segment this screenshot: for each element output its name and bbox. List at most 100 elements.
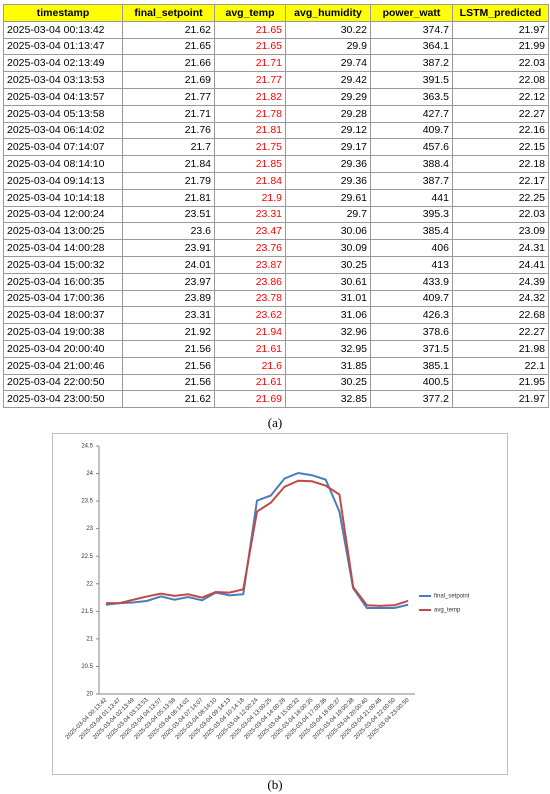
table-cell: 21.65: [214, 20, 286, 39]
table-cell: 24.01: [122, 255, 215, 274]
y-tick-label: 20.5: [81, 664, 93, 670]
table-row: 2025-03-04 17:00:36 23.89 23.78 31.01 409.7 2…: [3, 289, 549, 308]
table-cell: 22.15: [452, 138, 549, 157]
y-tick-label: 21.5: [81, 609, 93, 615]
table-row: 2025-03-04 06:14:02 21.76 21.81 29.12 409.7 2…: [3, 121, 549, 140]
table-row: 2025-03-04 15:00:32 24.01 23.87 30.25 413 24.…: [3, 255, 549, 274]
table-cell: 29.42: [285, 71, 371, 89]
table-cell: 21.98: [452, 339, 549, 358]
table-cell: 363.5: [370, 87, 453, 106]
chart: 2020.52121.52222.52323.52424.52025-03-04…: [52, 433, 508, 775]
table-cell: 2025-03-04 03:13:53: [3, 71, 123, 89]
y-tick-label: 22.5: [81, 554, 93, 560]
table-cell: 21.6: [214, 356, 286, 375]
column-header: LSTM_predicted: [452, 4, 549, 22]
table-cell: 2025-03-04 05:13:58: [3, 104, 123, 123]
table-cell: 2025-03-04 21:00:46: [3, 356, 123, 375]
table-cell: 21.81: [122, 188, 215, 207]
table-cell: 21.77: [214, 71, 286, 89]
table-cell: 21.61: [214, 339, 286, 358]
table-cell: 391.5: [370, 71, 453, 89]
table-cell: 2025-03-04 10:14:18: [3, 188, 123, 207]
table-cell: 23.6: [122, 222, 215, 241]
table-cell: 374.7: [370, 20, 453, 39]
table-cell: 21.9: [214, 188, 286, 207]
table-cell: 30.61: [285, 272, 371, 291]
table-row: 2025-03-04 01:13:47 21.65 21.65 29.9 364.1 21…: [3, 37, 549, 56]
table-cell: 23.31: [214, 205, 286, 224]
table-cell: 24.39: [452, 272, 549, 291]
table-cell: 30.06: [285, 222, 371, 241]
table-row: 2025-03-04 09:14:13 21.79 21.84 29.36 387.7 2…: [3, 171, 549, 190]
table-cell: 21.78: [214, 104, 286, 123]
table-row: 2025-03-04 10:14:18 21.81 21.9 29.61 441 22.2…: [3, 188, 549, 207]
table-cell: 457.6: [370, 138, 453, 157]
table-row: 2025-03-04 21:00:46 21.56 21.6 31.85 385.1 22…: [3, 356, 549, 375]
table-cell: 24.31: [452, 239, 549, 257]
table-cell: 23.47: [214, 222, 286, 241]
table-cell: 2025-03-04 15:00:32: [3, 255, 123, 274]
y-tick-label: 24.5: [81, 444, 93, 450]
table-cell: 2025-03-04 18:00:37: [3, 306, 123, 325]
table-cell: 30.09: [285, 239, 371, 257]
table-row: 2025-03-04 04:13:57 21.77 21.82 29.29 363.5 2…: [3, 87, 549, 106]
table-cell: 385.1: [370, 356, 453, 375]
table-cell: 21.97: [452, 390, 549, 409]
table-cell: 23.62: [214, 306, 286, 325]
table-body: 2025-03-04 00:13:42 21.62 21.65 30.22 374.7 2…: [3, 20, 549, 409]
table-cell: 427.7: [370, 104, 453, 123]
table-cell: 2025-03-04 16:00:35: [3, 272, 123, 291]
table-cell: 22.16: [452, 121, 549, 140]
table-cell: 387.7: [370, 171, 453, 190]
table-row: 2025-03-04 16:00:35 23.97 23.86 30.61 433.9 2…: [3, 272, 549, 291]
table-cell: 21.75: [214, 138, 286, 157]
table-cell: 21.97: [452, 20, 549, 39]
table-cell: 2025-03-04 04:13:57: [3, 87, 123, 106]
table-cell: 29.12: [285, 121, 371, 140]
table-cell: 21.56: [122, 373, 215, 392]
header-row: timestamp final_setpoint avg_temp avg_humid…: [3, 4, 549, 22]
table-cell: 22.27: [452, 104, 549, 123]
y-tick-label: 23.5: [81, 499, 93, 505]
table-row: 2025-03-04 03:13:53 21.69 21.77 29.42 391.5 2…: [3, 71, 549, 89]
table-cell: 31.01: [285, 289, 371, 308]
table-cell: 21.56: [122, 356, 215, 375]
table-cell: 24.41: [452, 255, 549, 274]
table-cell: 32.96: [285, 323, 371, 341]
table-row: 2025-03-04 08:14:10 21.84 21.85 29.36 388.4 2…: [3, 155, 549, 173]
table-cell: 31.85: [285, 356, 371, 375]
table-cell: 2025-03-04 00:13:42: [3, 20, 123, 39]
table-cell: 22.03: [452, 54, 549, 73]
table-cell: 21.77: [122, 87, 215, 106]
table-cell: 21.95: [452, 373, 549, 392]
table-cell: 21.76: [122, 121, 215, 140]
table-cell: 29.74: [285, 54, 371, 73]
table-cell: 441: [370, 188, 453, 207]
table-cell: 21.71: [122, 104, 215, 123]
table-cell: 22.25: [452, 188, 549, 207]
table-cell: 2025-03-04 09:14:13: [3, 171, 123, 190]
table-cell: 24.32: [452, 289, 549, 308]
table-cell: 2025-03-04 12:00:24: [3, 205, 123, 224]
table-cell: 413: [370, 255, 453, 274]
column-header: avg_temp: [214, 4, 286, 22]
table-cell: 21.84: [122, 155, 215, 173]
table-row: 2025-03-04 22:00:50 21.56 21.61 30.25 400.5 2…: [3, 373, 549, 392]
table-cell: 2025-03-04 08:14:10: [3, 155, 123, 173]
table-cell: 29.9: [285, 37, 371, 56]
table-cell: 21.81: [214, 121, 286, 140]
line-series: [105, 471, 409, 610]
table-cell: 29.36: [285, 171, 371, 190]
table-cell: 21.69: [214, 390, 286, 409]
table-cell: 30.25: [285, 373, 371, 392]
legend-label: avg_temp: [434, 608, 461, 614]
table-cell: 22.12: [452, 87, 549, 106]
table-cell: 21.65: [122, 37, 215, 56]
table-cell: 29.17: [285, 138, 371, 157]
table-cell: 22.1: [452, 356, 549, 375]
table-cell: 378.6: [370, 323, 453, 341]
line-series: [105, 479, 409, 607]
table-cell: 22.68: [452, 306, 549, 325]
table-cell: 377.2: [370, 390, 453, 409]
